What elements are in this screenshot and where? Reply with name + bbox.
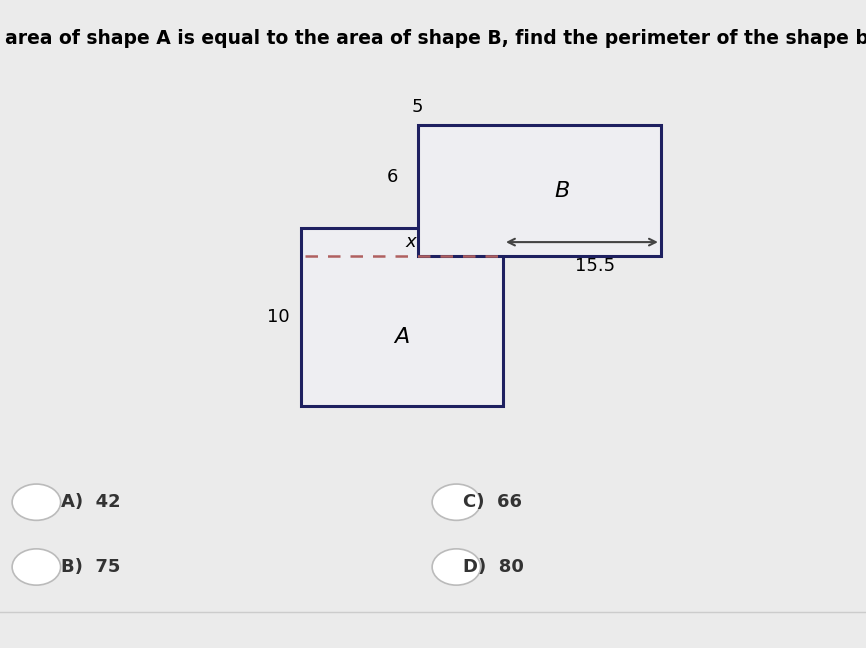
Text: If the area of shape A is equal to the area of shape B, find the perimeter of th: If the area of shape A is equal to the a… xyxy=(0,29,866,48)
Text: B)  75: B) 75 xyxy=(61,558,120,576)
Text: x: x xyxy=(405,233,417,251)
Text: A: A xyxy=(394,327,410,347)
Polygon shape xyxy=(301,228,503,406)
Text: B: B xyxy=(554,181,569,201)
Text: C)  66: C) 66 xyxy=(463,493,522,511)
Text: D)  80: D) 80 xyxy=(463,558,524,576)
Text: A)  42: A) 42 xyxy=(61,493,120,511)
Text: 15.5: 15.5 xyxy=(575,257,616,275)
Text: 6: 6 xyxy=(387,168,398,186)
Polygon shape xyxy=(417,125,661,256)
Text: 10: 10 xyxy=(267,308,289,327)
Text: 5: 5 xyxy=(412,98,423,117)
